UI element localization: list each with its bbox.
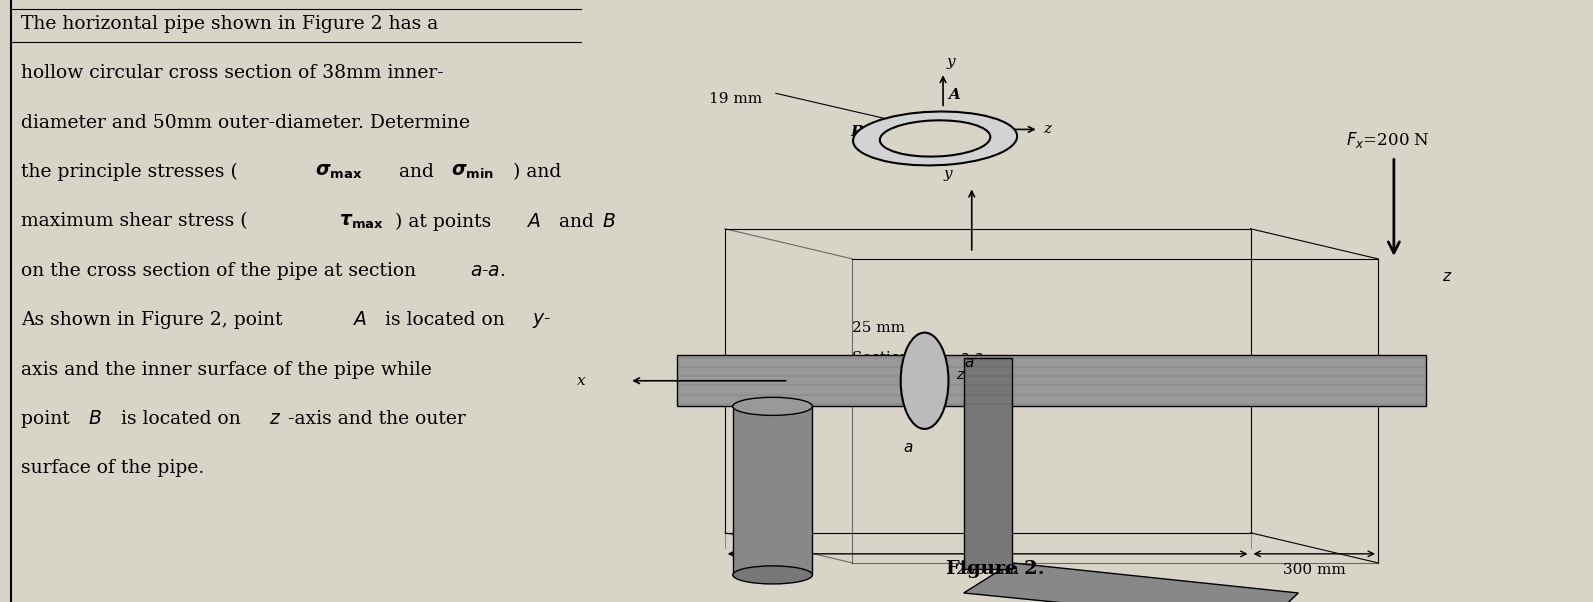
Text: $\mathit{z}$: $\mathit{z}$ — [269, 410, 282, 428]
Text: and: and — [553, 213, 599, 231]
Text: surface of the pipe.: surface of the pipe. — [21, 459, 204, 477]
Text: maximum shear stress (: maximum shear stress ( — [21, 213, 247, 231]
Text: -axis and the outer: -axis and the outer — [288, 410, 467, 428]
Ellipse shape — [852, 111, 1018, 166]
Text: $\mathit{a}$: $\mathit{a}$ — [964, 356, 975, 370]
Text: As shown in Figure 2, point: As shown in Figure 2, point — [21, 311, 288, 329]
Text: is located on: is located on — [115, 410, 247, 428]
Text: Figure 2.: Figure 2. — [946, 560, 1045, 578]
Text: $\mathit{A}$: $\mathit{A}$ — [352, 311, 366, 329]
Bar — [733, 406, 812, 575]
Text: 19 mm: 19 mm — [709, 92, 761, 107]
Text: diameter and 50mm outer-diameter. Determine: diameter and 50mm outer-diameter. Determ… — [21, 114, 470, 132]
Text: $\mathit{a}$: $\mathit{a}$ — [903, 441, 914, 455]
Text: is located on: is located on — [379, 311, 511, 329]
Ellipse shape — [879, 120, 991, 157]
Text: y: y — [943, 167, 953, 181]
Text: $\boldsymbol{\sigma}_{\mathbf{max}}$: $\boldsymbol{\sigma}_{\mathbf{max}}$ — [315, 163, 363, 181]
Ellipse shape — [733, 397, 812, 415]
Text: $\boldsymbol{\tau}_{\mathbf{max}}$: $\boldsymbol{\tau}_{\mathbf{max}}$ — [339, 213, 384, 231]
Text: 300 mm: 300 mm — [1282, 563, 1346, 577]
Text: axis and the inner surface of the pipe while: axis and the inner surface of the pipe w… — [21, 361, 432, 379]
Bar — [677, 355, 1426, 406]
Text: The horizontal pipe shown in Figure 2 has a: The horizontal pipe shown in Figure 2 ha… — [21, 15, 438, 33]
Polygon shape — [964, 563, 1298, 602]
Text: B: B — [851, 125, 863, 140]
Text: $\mathit{a}$-$\mathit{a}$: $\mathit{a}$-$\mathit{a}$ — [959, 351, 984, 365]
Text: $\mathit{A}$: $\mathit{A}$ — [526, 213, 540, 231]
Text: ) at points: ) at points — [395, 213, 497, 231]
Text: $\mathit{B}$: $\mathit{B}$ — [602, 213, 616, 231]
Ellipse shape — [733, 566, 812, 584]
Text: 25 mm: 25 mm — [852, 321, 905, 335]
Text: z: z — [1043, 122, 1051, 137]
Text: the principle stresses (: the principle stresses ( — [21, 163, 237, 181]
Text: $\boldsymbol{\sigma}_{\mathbf{min}}$: $\boldsymbol{\sigma}_{\mathbf{min}}$ — [451, 163, 494, 181]
Text: 250 mm: 250 mm — [956, 563, 1020, 577]
Text: $\mathit{y}$-: $\mathit{y}$- — [532, 311, 551, 330]
Text: Section: Section — [852, 351, 914, 365]
Text: x: x — [577, 374, 586, 388]
Text: $\mathit{a}$-$\mathit{a}$.: $\mathit{a}$-$\mathit{a}$. — [470, 262, 505, 280]
Text: $\mathit{z}$: $\mathit{z}$ — [956, 368, 965, 382]
Text: $\mathit{B}$: $\mathit{B}$ — [88, 410, 102, 428]
Text: ) and: ) and — [513, 163, 561, 181]
Text: A: A — [948, 88, 959, 102]
Text: point: point — [21, 410, 75, 428]
Ellipse shape — [900, 332, 948, 429]
Bar — [964, 358, 1012, 569]
Text: $\mathit{z}$: $\mathit{z}$ — [1442, 270, 1451, 284]
Text: on the cross section of the pipe at section: on the cross section of the pipe at sect… — [21, 262, 422, 280]
Text: $F_x$=200 N: $F_x$=200 N — [1346, 131, 1431, 150]
Text: hollow circular cross section of 38mm inner-: hollow circular cross section of 38mm in… — [21, 64, 443, 82]
Text: y: y — [946, 55, 954, 69]
Text: and: and — [387, 163, 446, 181]
